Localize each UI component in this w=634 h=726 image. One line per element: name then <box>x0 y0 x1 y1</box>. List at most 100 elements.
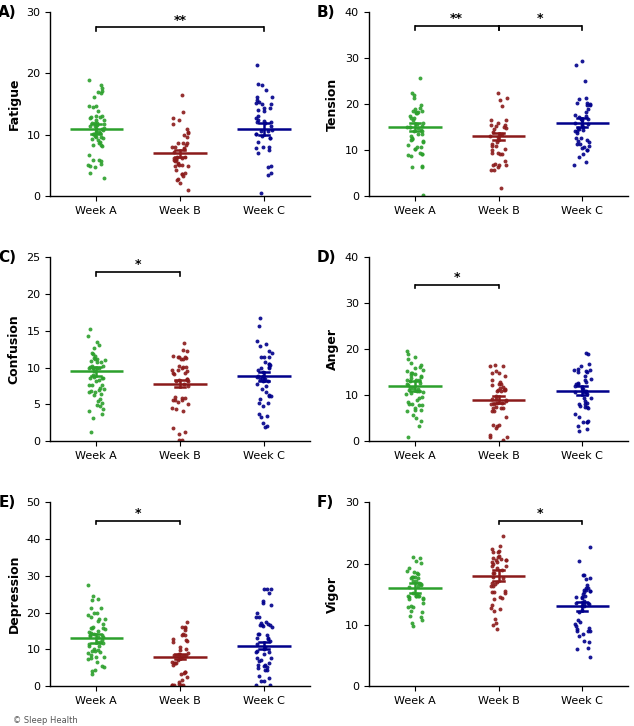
Point <box>583 625 593 637</box>
Point <box>179 624 190 635</box>
Point <box>252 59 262 70</box>
Point <box>417 105 427 117</box>
Point <box>183 128 193 139</box>
Point <box>170 394 180 406</box>
Point <box>252 116 262 128</box>
Point <box>491 139 501 151</box>
Point <box>253 370 263 381</box>
Point <box>172 151 182 163</box>
Point <box>581 574 592 585</box>
Point <box>401 388 411 399</box>
Point <box>406 387 416 399</box>
Point <box>254 397 264 409</box>
Point <box>179 152 190 163</box>
Point <box>253 659 263 671</box>
Point <box>91 100 101 112</box>
Point <box>254 656 264 667</box>
Point <box>488 393 498 405</box>
Point <box>408 114 418 126</box>
Point <box>416 415 426 427</box>
Point <box>95 400 105 412</box>
Point <box>255 340 265 351</box>
Point <box>91 651 101 663</box>
Point <box>496 554 507 566</box>
Point <box>415 611 425 623</box>
Point <box>583 643 593 654</box>
Point <box>486 399 496 410</box>
Point <box>418 136 428 148</box>
Point <box>90 386 100 398</box>
Point <box>498 572 508 584</box>
Point <box>404 592 414 603</box>
Point <box>177 629 187 641</box>
Point <box>405 382 415 393</box>
Point <box>501 431 512 443</box>
Point <box>582 423 592 435</box>
Point <box>167 680 178 691</box>
Point <box>86 611 96 623</box>
Point <box>406 134 416 146</box>
Point <box>86 652 96 664</box>
Point <box>181 643 191 654</box>
Point <box>488 568 498 579</box>
Point <box>574 412 584 423</box>
Point <box>95 127 105 139</box>
Point <box>574 399 584 410</box>
Point <box>87 590 98 602</box>
Point <box>174 428 184 440</box>
Point <box>406 161 417 173</box>
Point <box>410 143 420 155</box>
Point <box>96 379 107 391</box>
Point <box>92 636 102 648</box>
Point <box>576 119 586 131</box>
Point <box>489 164 499 176</box>
Point <box>262 629 273 640</box>
Point <box>168 659 178 671</box>
Point <box>93 644 103 656</box>
Point <box>489 123 500 134</box>
Point <box>251 680 261 691</box>
Point <box>257 131 267 142</box>
Point <box>181 649 191 661</box>
Point <box>183 160 193 172</box>
Point <box>584 622 594 634</box>
Point <box>92 656 102 667</box>
Point <box>99 114 109 126</box>
Point <box>96 635 107 646</box>
Point <box>256 617 266 629</box>
Point <box>491 617 501 629</box>
Point <box>578 569 588 581</box>
Point <box>263 126 273 137</box>
Text: A): A) <box>0 5 17 20</box>
Point <box>94 383 105 394</box>
Point <box>486 114 496 126</box>
Point <box>84 75 94 86</box>
Point <box>406 600 417 612</box>
Point <box>264 144 275 156</box>
Point <box>97 82 107 94</box>
Point <box>583 637 593 648</box>
Point <box>174 360 184 372</box>
Point <box>85 629 95 640</box>
Point <box>94 374 104 386</box>
Point <box>178 361 188 372</box>
Point <box>408 601 418 613</box>
Point <box>252 632 262 644</box>
Point <box>258 620 268 632</box>
Point <box>417 129 427 140</box>
Point <box>408 587 418 599</box>
Point <box>91 375 101 386</box>
Point <box>94 137 104 149</box>
Point <box>98 132 108 144</box>
Point <box>259 105 269 117</box>
Point <box>87 622 97 634</box>
Point <box>260 373 270 385</box>
Point <box>415 385 425 396</box>
Point <box>497 128 507 139</box>
Point <box>178 674 188 686</box>
Point <box>571 591 581 603</box>
Point <box>404 562 414 574</box>
Point <box>488 571 498 583</box>
Point <box>89 628 99 640</box>
Point <box>91 115 101 126</box>
